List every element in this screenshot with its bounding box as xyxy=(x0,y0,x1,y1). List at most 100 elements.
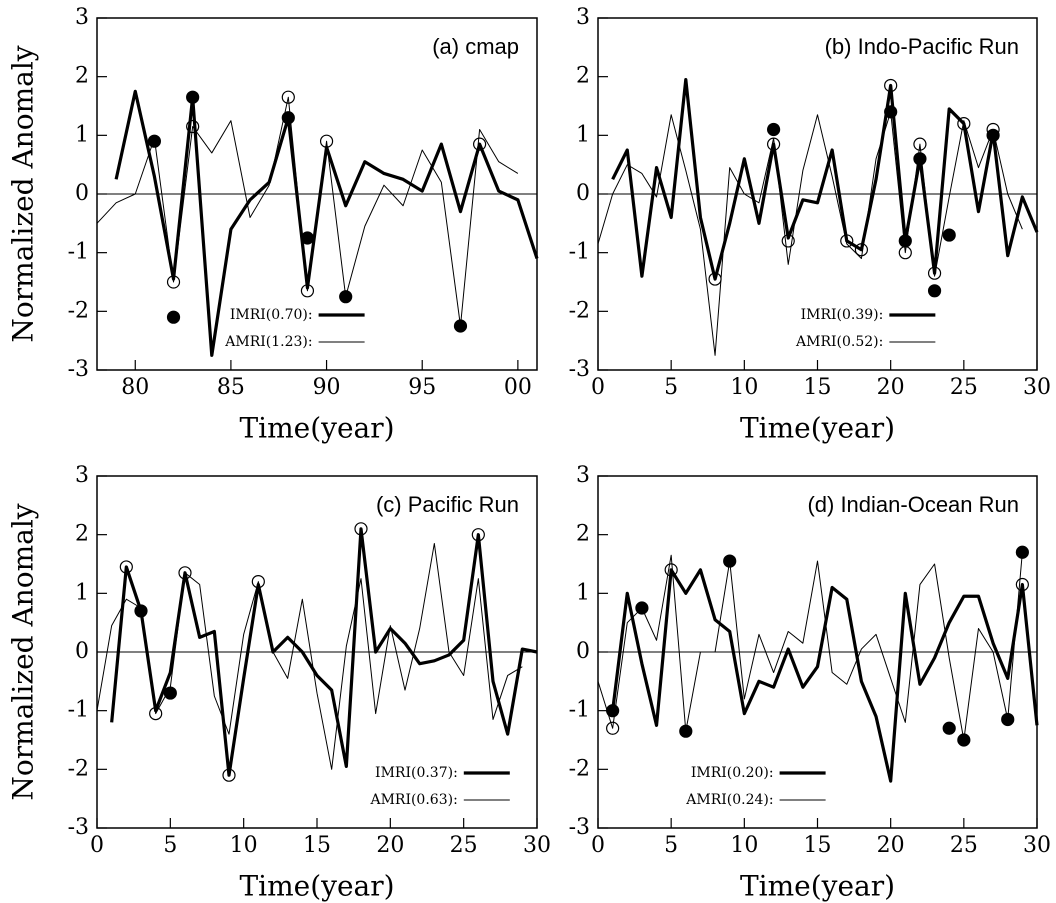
filled-marker xyxy=(913,152,927,166)
y-tick-label: 3 xyxy=(75,463,89,488)
open-marker xyxy=(473,137,487,151)
y-tick-label: 0 xyxy=(75,639,89,664)
open-marker xyxy=(178,566,192,580)
y-tick-label: -2 xyxy=(569,298,590,323)
open-marker xyxy=(766,137,781,151)
x-tick-label: 95 xyxy=(408,375,436,400)
legend-label: IMRI(0.39): xyxy=(801,307,884,323)
open-marker xyxy=(1015,577,1029,592)
x-tick-label: 10 xyxy=(230,833,258,858)
y-tick-label: 3 xyxy=(576,5,590,30)
x-axis-label: Time(year) xyxy=(740,412,895,445)
legend-label: IMRI(0.37): xyxy=(375,765,458,781)
filled-marker xyxy=(766,122,781,137)
y-tick-label: -3 xyxy=(68,357,89,382)
filled-marker xyxy=(927,284,942,298)
x-tick-label: 5 xyxy=(664,833,678,858)
y-tick-label: -1 xyxy=(569,698,590,723)
open-marker xyxy=(664,563,678,577)
x-tick-label: 00 xyxy=(504,375,532,400)
y-tick-label: -1 xyxy=(569,240,590,265)
series-line xyxy=(96,542,523,770)
x-tick-label: 0 xyxy=(591,833,605,858)
series-line xyxy=(611,568,1039,783)
x-tick-label: 10 xyxy=(730,833,758,858)
open-marker xyxy=(884,78,898,93)
x-axis-label: Time(year) xyxy=(239,870,394,903)
legend-label: AMRI(0.63): xyxy=(369,792,457,808)
filled-marker xyxy=(134,604,148,618)
filled-marker xyxy=(898,234,912,248)
x-tick-label: 5 xyxy=(163,833,177,858)
filled-marker xyxy=(942,721,956,735)
y-tick-label: -1 xyxy=(68,240,89,265)
y-tick-label: 0 xyxy=(576,181,590,206)
x-tick-label: 20 xyxy=(877,833,905,858)
open-marker xyxy=(927,266,942,280)
x-axis-label: Time(year) xyxy=(239,412,394,445)
filled-marker xyxy=(166,310,181,324)
x-tick-label: 20 xyxy=(376,833,404,858)
open-marker xyxy=(986,122,1000,137)
y-tick-label: -1 xyxy=(68,698,89,723)
x-tick-label: 80 xyxy=(121,375,149,400)
series-line xyxy=(96,96,519,327)
filled-marker xyxy=(186,90,200,104)
open-marker xyxy=(898,246,912,260)
filled-marker xyxy=(453,319,468,333)
open-marker xyxy=(251,574,265,589)
y-tick-label: 2 xyxy=(576,64,590,89)
y-axis-label: Normalized Anomaly xyxy=(7,503,40,800)
x-tick-label: 0 xyxy=(90,833,104,858)
filled-marker xyxy=(606,704,620,718)
x-tick-label: 25 xyxy=(950,375,978,400)
x-tick-label: 10 xyxy=(730,375,758,400)
legend-label: AMRI(0.52): xyxy=(795,334,883,350)
panel-title: (d) Indian-Ocean Run xyxy=(807,492,1019,517)
series-line xyxy=(611,78,1039,281)
panel-title: (b) Indo-Pacific Run xyxy=(825,34,1019,59)
filled-marker xyxy=(147,134,161,148)
filled-marker xyxy=(884,105,898,119)
open-marker xyxy=(222,768,236,782)
y-tick-label: 1 xyxy=(75,580,89,605)
open-marker xyxy=(913,137,927,151)
open-marker xyxy=(854,243,869,257)
open-marker xyxy=(119,560,133,574)
filled-marker xyxy=(679,724,693,738)
open-marker xyxy=(606,721,620,735)
open-marker xyxy=(708,272,722,286)
y-tick-label: 1 xyxy=(576,122,590,147)
panel-title: (a) cmap xyxy=(432,34,519,59)
x-tick-label: 30 xyxy=(1023,375,1051,400)
open-marker xyxy=(186,119,200,134)
legend-label: AMRI(0.24): xyxy=(685,792,773,808)
y-tick-label: 2 xyxy=(75,64,89,89)
open-marker xyxy=(149,706,163,721)
filled-marker xyxy=(1015,545,1029,559)
x-tick-label: 25 xyxy=(450,833,478,858)
filled-marker xyxy=(957,733,971,747)
y-tick-label: 2 xyxy=(576,522,590,547)
open-marker xyxy=(319,134,334,148)
open-marker xyxy=(840,234,854,248)
y-axis-label: Normalized Anomaly xyxy=(7,45,40,342)
x-tick-label: 30 xyxy=(523,833,551,858)
x-tick-label: 0 xyxy=(591,375,605,400)
open-marker xyxy=(471,528,485,542)
x-tick-label: 25 xyxy=(950,833,978,858)
x-tick-label: 90 xyxy=(313,375,341,400)
filled-marker xyxy=(300,231,315,245)
filled-marker xyxy=(635,601,649,615)
panel-title: (c) Pacific Run xyxy=(376,492,519,517)
filled-marker xyxy=(942,228,956,242)
y-tick-label: 2 xyxy=(75,522,89,547)
filled-marker xyxy=(163,686,177,700)
x-tick-label: 85 xyxy=(217,375,245,400)
filled-marker xyxy=(1001,712,1015,727)
y-tick-label: 1 xyxy=(75,122,89,147)
series-line xyxy=(597,552,1023,741)
x-tick-label: 15 xyxy=(303,833,331,858)
